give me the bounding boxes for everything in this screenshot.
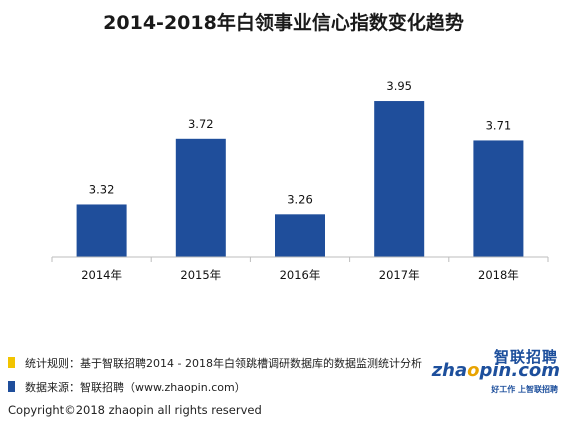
footer-rule-row: 统计规则：基于智联招聘2014 - 2018年白领跳槽调研数据库的数据监测统计分… — [8, 355, 422, 371]
footer-source-row: 数据来源：智联招聘（www.zhaopin.com） — [8, 379, 246, 395]
x-axis-label: 2017年 — [379, 268, 420, 282]
bar-value-label: 3.26 — [287, 192, 313, 206]
logo-english-text: zhaopin.com — [432, 360, 560, 381]
bar-2018年 — [473, 140, 524, 257]
zhaopin-logo: 智联招聘 zhaopin.com 好工作 上智联招聘 — [432, 346, 562, 402]
logo-tagline: 好工作 上智联招聘 — [491, 385, 558, 394]
logo-en-prefix: zha — [431, 360, 468, 381]
blue-square-icon — [8, 381, 15, 392]
bar-2017年 — [374, 101, 425, 258]
bar-value-label: 3.72 — [188, 117, 214, 131]
bar-value-label: 3.95 — [386, 79, 412, 93]
x-axis-label: 2018年 — [478, 268, 519, 282]
bar-value-label: 3.71 — [486, 118, 512, 132]
logo-en-suffix: pin.com — [479, 360, 561, 381]
x-axis-label: 2015年 — [180, 268, 221, 282]
x-axis-ticks-group — [51, 257, 549, 262]
value-labels-group: 3.32 3.72 3.26 3.95 3.71 — [89, 79, 511, 206]
x-axis-label: 2016年 — [280, 268, 321, 282]
bar-2015年 — [175, 138, 226, 257]
logo-en-o: o — [467, 360, 480, 381]
footer-rule-text: 统计规则：基于智联招聘2014 - 2018年白领跳槽调研数据库的数据监测统计分… — [25, 357, 422, 370]
logo-chinese-text: 智联招聘 — [493, 348, 558, 366]
footer-source-text: 数据来源：智联招聘（www.zhaopin.com） — [25, 381, 246, 394]
bars-group — [76, 101, 524, 258]
bar-2014年 — [76, 204, 127, 257]
chart-title: 2014-2018年白领事业信心指数变化趋势 — [103, 12, 464, 34]
bar-value-label: 3.32 — [89, 182, 115, 196]
yellow-square-icon — [8, 357, 15, 368]
x-axis-labels-group: 2014年 2015年 2016年 2017年 2018年 — [81, 268, 519, 282]
bar-2016年 — [275, 214, 325, 257]
x-axis-label: 2014年 — [81, 268, 122, 282]
copyright-text: Copyright©2018 zhaopin all rights reserv… — [8, 403, 262, 417]
bar-chart: 3.32 3.72 3.26 3.95 3.71 2014年 2015年 2016年 2017… — [51, 79, 549, 282]
